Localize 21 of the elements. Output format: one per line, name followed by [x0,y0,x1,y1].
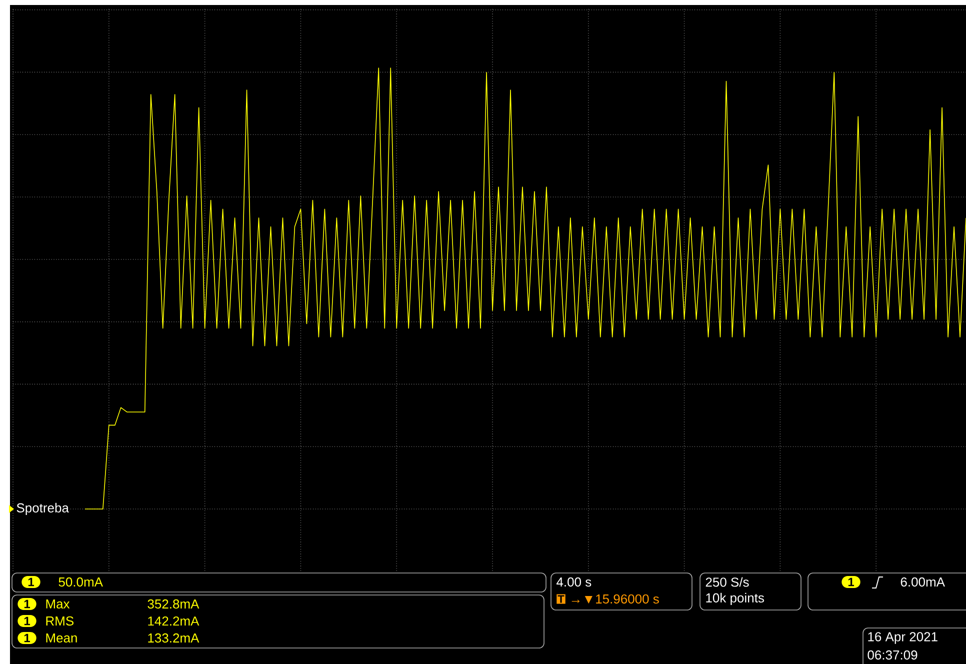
text: 16 Apr 2021 [868,632,938,644]
text: 6.00mA [900,577,945,587]
text: 1 [24,616,30,626]
text: RMS [46,616,74,626]
text: 1 [848,578,854,586]
annotation: Spotreba [16,502,69,516]
text: →▼15.96000 s [572,594,659,604]
text: 10k points [706,592,764,606]
text: 1 [24,600,30,608]
text: 50.0mA [58,577,103,587]
text: 142.2mA [148,616,200,626]
text: T [558,595,564,603]
text: Mean [46,633,77,643]
text: 4.00 s [556,577,592,587]
text: 1 [24,634,30,642]
text: 06:37:09 [868,650,918,660]
text: 1 [28,578,34,586]
text: 133.2mA [148,633,200,643]
text: 250 S/s [706,577,749,587]
text: 352.8mA [148,599,200,609]
text: Max [46,599,70,609]
